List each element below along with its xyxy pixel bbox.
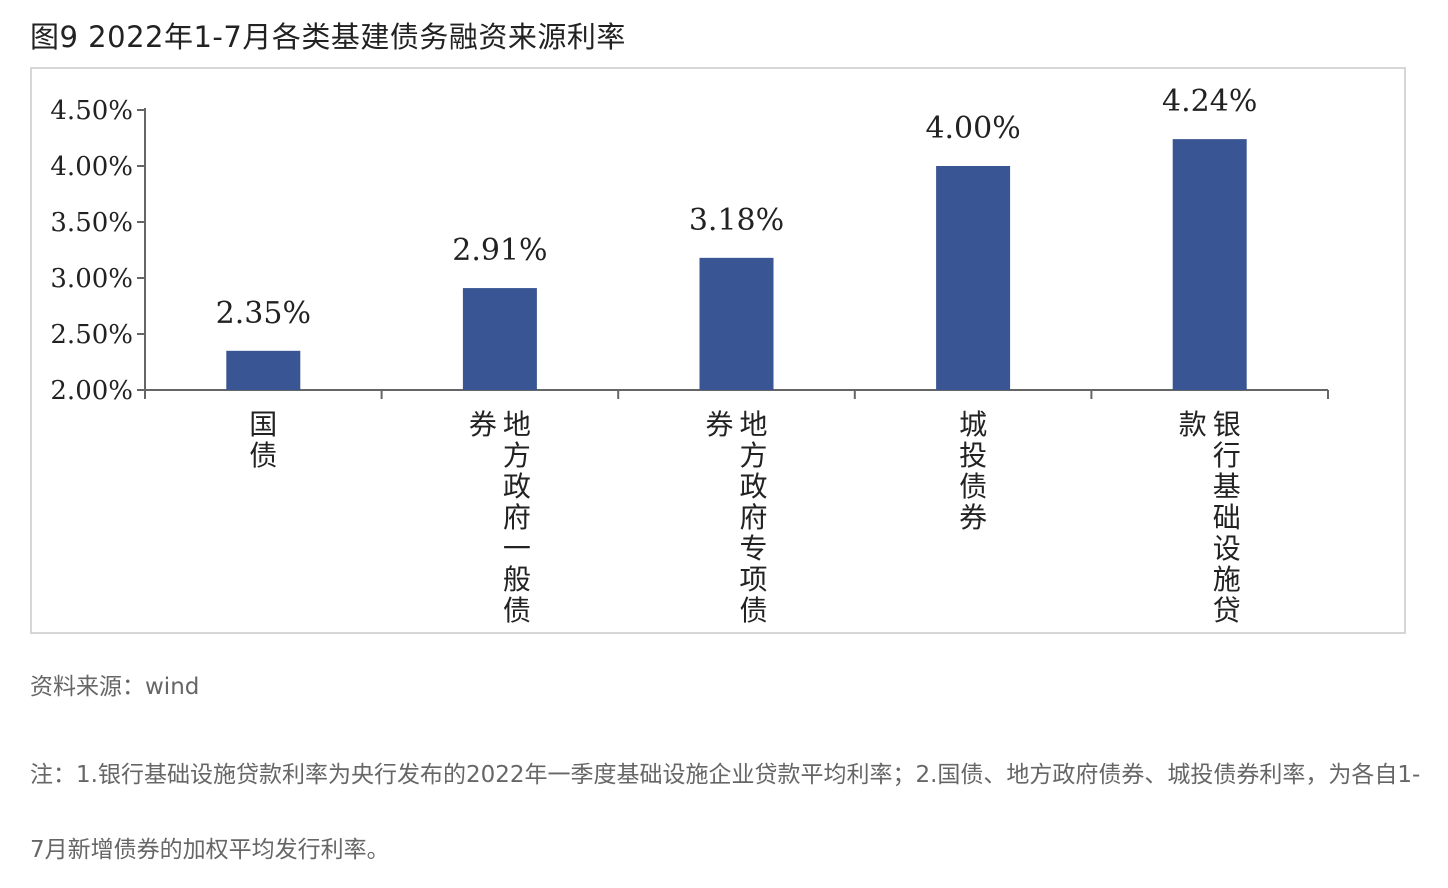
- value-label: 2.35%: [216, 296, 311, 331]
- value-labels: 2.35% 2.91% 3.18% 4.00% 4.24%: [216, 84, 1258, 331]
- category-label: 城投债券: [959, 408, 987, 534]
- y-axis: 2.00% 2.50% 3.00% 3.50% 4.00% 4.50%: [50, 96, 146, 406]
- category-label: 地方政府专项债: [739, 408, 767, 627]
- y-tick-label: 3.50%: [50, 208, 133, 238]
- category-label: 银行基础设施贷: [1213, 408, 1241, 627]
- bars: [226, 139, 1247, 390]
- bar-chart: 2.00% 2.50% 3.00% 3.50% 4.00% 4.50% 2.35% 2.91…: [50, 84, 1329, 627]
- category-label: 国债: [249, 408, 277, 472]
- bar: [462, 288, 537, 390]
- category-label: 券: [469, 408, 497, 441]
- category-label: 地方政府一般债: [503, 408, 531, 627]
- source-note: 资料来源：wind: [30, 674, 200, 700]
- footnote: 注：1.银行基础设施贷款利率为央行发布的2022年一季度基础设施企业贷款平均利率…: [30, 762, 1421, 863]
- y-tick-label: 2.00%: [50, 376, 133, 406]
- bar: [699, 257, 774, 390]
- bar: [1172, 139, 1247, 390]
- y-tick-label: 3.00%: [50, 264, 133, 294]
- value-label: 4.24%: [1162, 84, 1257, 119]
- bar: [226, 350, 301, 390]
- x-axis: [144, 389, 1329, 399]
- value-label: 4.00%: [925, 111, 1020, 146]
- figure-title: 图9 2022年1-7月各类基建债务融资来源利率: [30, 20, 626, 54]
- value-label: 3.18%: [689, 203, 784, 238]
- y-tick-label: 2.50%: [50, 320, 133, 350]
- category-label: 款: [1179, 408, 1207, 441]
- value-label: 2.91%: [452, 233, 547, 268]
- y-tick-label: 4.50%: [50, 96, 133, 126]
- bar: [936, 166, 1011, 390]
- category-label: 券: [705, 408, 733, 441]
- y-tick-label: 4.00%: [50, 152, 133, 182]
